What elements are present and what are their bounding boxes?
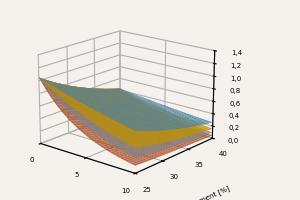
Y-axis label: Cement [%]: Cement [%] [190,185,231,200]
